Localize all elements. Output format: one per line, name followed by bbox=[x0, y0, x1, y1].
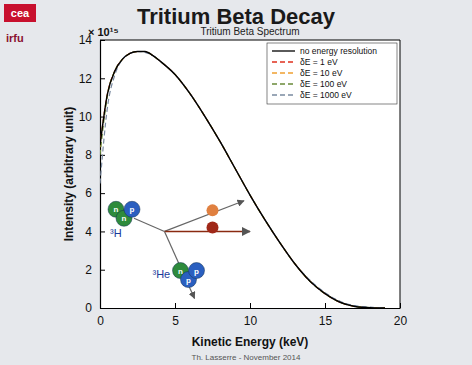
tick-label: 20 bbox=[394, 314, 408, 328]
tick-mark bbox=[100, 193, 105, 194]
tick-label: 4 bbox=[85, 225, 92, 239]
decay-illustration: nnpnpp bbox=[108, 201, 250, 299]
series-line bbox=[100, 51, 385, 308]
tick-mark bbox=[175, 303, 176, 308]
legend-swatch bbox=[272, 83, 295, 84]
background bbox=[0, 0, 472, 365]
tick-mark bbox=[100, 78, 105, 79]
x-axis-title: Kinetic Energy (keV) bbox=[192, 335, 309, 349]
tick-label: 5 bbox=[172, 314, 179, 328]
series-group bbox=[100, 51, 385, 308]
tick-mark bbox=[100, 270, 105, 271]
chart-title: Tritium Beta Spectrum bbox=[200, 26, 299, 37]
logo: irfu bbox=[6, 32, 24, 44]
tick: 10 bbox=[244, 303, 258, 328]
tick: 20 bbox=[394, 303, 408, 328]
daughter-label: ³He bbox=[153, 268, 171, 280]
legend: no energy resolutionδE = 1 eVδE = 10 eVδ… bbox=[267, 43, 397, 104]
antineutrino bbox=[207, 222, 219, 234]
nucleon-label: p bbox=[186, 276, 191, 285]
tick-label: 0 bbox=[85, 301, 92, 315]
tick-label: 15 bbox=[319, 314, 333, 328]
tick-mark bbox=[250, 303, 251, 308]
tick: 2 bbox=[85, 263, 105, 277]
nucleon-label: n bbox=[122, 214, 127, 223]
y-multiplier: × 10¹⁵ bbox=[88, 26, 119, 38]
legend-swatch bbox=[272, 72, 295, 73]
nucleon-label: p bbox=[130, 205, 135, 214]
arrow bbox=[165, 201, 245, 232]
frame bbox=[400, 40, 401, 308]
tick-mark bbox=[100, 231, 105, 232]
parent-label: ³H bbox=[110, 227, 122, 239]
tick-mark bbox=[100, 308, 105, 309]
tick: 10 bbox=[79, 110, 105, 124]
nucleon bbox=[189, 263, 205, 279]
series-line bbox=[100, 51, 385, 308]
nucleon-label: p bbox=[194, 267, 199, 276]
tick-label: 0 bbox=[97, 314, 104, 328]
electron bbox=[207, 204, 219, 216]
series-line bbox=[100, 51, 385, 308]
tick-label: 8 bbox=[85, 148, 92, 162]
tick-mark bbox=[325, 303, 326, 308]
y-axis-title: Intensity (arbitrary unit) bbox=[62, 107, 76, 242]
logo: cea bbox=[11, 7, 30, 19]
footer: Th. Lasserre - November 2014 bbox=[192, 353, 301, 362]
axis-line bbox=[101, 308, 401, 309]
tick: 0 bbox=[85, 301, 105, 315]
arrow bbox=[165, 231, 251, 233]
tick-label: 2 bbox=[85, 263, 92, 277]
legend-swatch bbox=[272, 50, 295, 51]
series-line bbox=[100, 51, 385, 308]
tick: 12 bbox=[79, 72, 105, 86]
tick-label: 12 bbox=[79, 72, 93, 86]
tick-label: 10 bbox=[244, 314, 258, 328]
slide: Tritium Beta DecayceairfuTh. Lasserre - … bbox=[0, 0, 472, 365]
logo-box bbox=[4, 4, 36, 22]
tick: 4 bbox=[85, 225, 105, 239]
tick: 6 bbox=[85, 186, 105, 200]
legend-label: no energy resolution bbox=[300, 46, 377, 56]
legend-label: δE = 1 eV bbox=[300, 57, 338, 67]
legend-box bbox=[267, 43, 397, 104]
legend-label: δE = 10 eV bbox=[300, 68, 343, 78]
arrow bbox=[134, 218, 165, 231]
series-line bbox=[100, 51, 385, 308]
tick-label: 10 bbox=[79, 110, 93, 124]
legend-swatch bbox=[272, 94, 295, 95]
plot-area bbox=[100, 40, 400, 308]
arrow bbox=[165, 231, 195, 298]
tick: 5 bbox=[172, 303, 179, 328]
legend-label: δE = 100 eV bbox=[300, 79, 347, 89]
legend-label: δE = 1000 eV bbox=[300, 90, 352, 100]
plot: 0510152002468101214nnpnppno energy resol… bbox=[79, 33, 408, 327]
frame bbox=[100, 40, 400, 41]
tick: 15 bbox=[319, 303, 333, 328]
legend-swatch bbox=[272, 61, 295, 62]
tick-label: 6 bbox=[85, 186, 92, 200]
nucleon bbox=[124, 201, 140, 217]
